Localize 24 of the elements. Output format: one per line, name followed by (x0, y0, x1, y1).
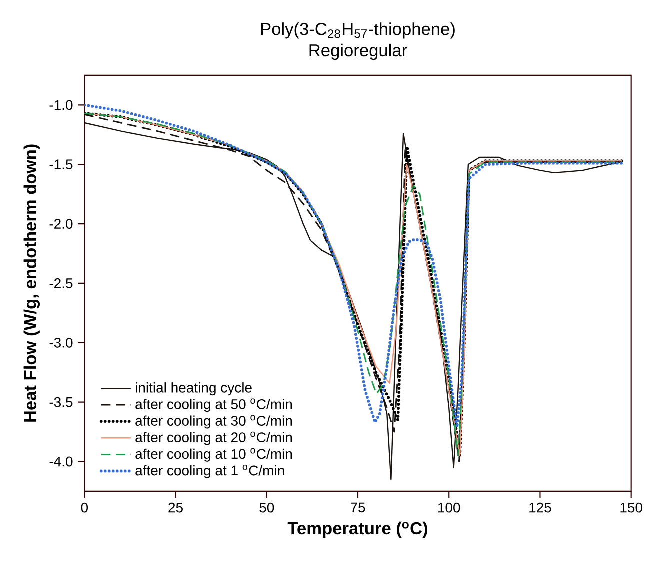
x-tick-label: 125 (530, 502, 552, 513)
legend-label: after cooling at 30 $^{o}$C/min (136, 415, 292, 429)
x-tick-label: 0 (81, 502, 88, 513)
legend-label: after cooling at 1 $^{o}$C/min (136, 464, 284, 478)
x-axis-title: Temperature ($^{o}$C) (288, 522, 428, 538)
x-tick-label: 50 (260, 502, 274, 513)
legend-label: after cooling at 20 $^{o}$C/min (136, 432, 292, 446)
y-tick-label: -2.0 (50, 219, 73, 230)
y-axis-title: Heat Flow (W/g, endotherm down) (24, 144, 40, 422)
chart-subtitle: Regioregular (310, 44, 408, 60)
y-tick-label: -3.5 (50, 397, 73, 408)
chart-title: Poly(3-C$_{28}$H$_{57}$-thiophene) (261, 22, 455, 39)
y-tick-label: -3.0 (50, 338, 73, 348)
x-tick-label: 100 (438, 502, 460, 513)
y-tick-label: -1.0 (50, 100, 73, 110)
legend-label: after cooling at 50 $^{o}$C/min (136, 398, 292, 412)
y-tick-label: -2.5 (50, 278, 73, 288)
y-tick-label: -1.5 (50, 160, 73, 170)
legend-label: initial heating cycle (136, 382, 252, 396)
x-tick-label: 25 (168, 502, 183, 513)
x-tick-label: 75 (350, 502, 366, 513)
legend-label: after cooling at 10 $^{o}$C/min (136, 448, 292, 462)
y-tick-label: -4.0 (50, 456, 73, 467)
x-tick-label: 150 (620, 502, 642, 513)
